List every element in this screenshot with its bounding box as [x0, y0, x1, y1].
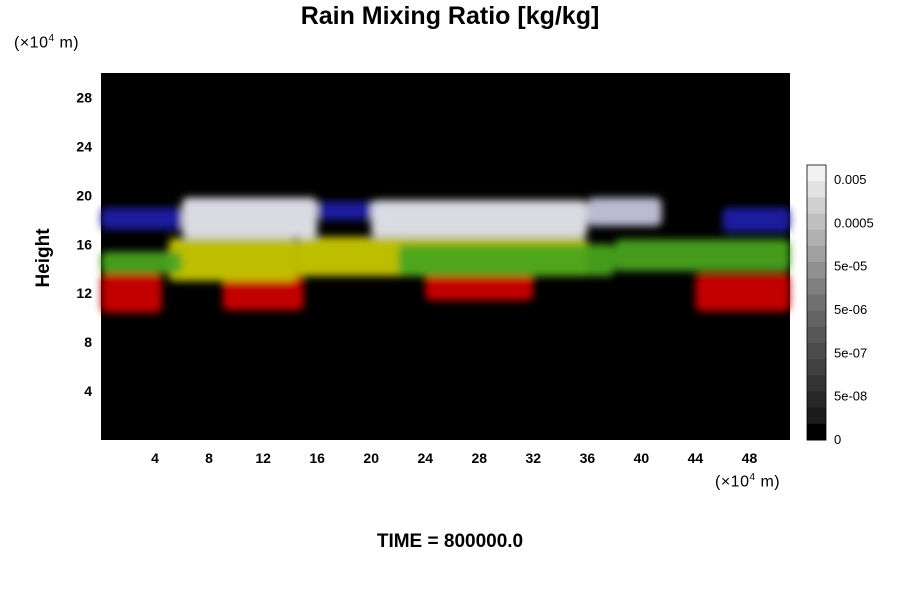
x-tick-label: 16 [309, 450, 325, 466]
field-cell-2-2 [614, 239, 790, 272]
field-cell-5-0 [587, 197, 662, 226]
field-cell-2-1 [398, 244, 615, 277]
colorbar-swatch [807, 391, 826, 409]
field-cell-1-0 [168, 238, 297, 281]
colorbar-swatch [807, 245, 826, 263]
colorbar-label: 0.0005 [834, 215, 874, 230]
colorbar-swatch [807, 229, 826, 247]
x-tick-label: 20 [363, 450, 379, 466]
colorbar-swatch [807, 181, 826, 198]
colorbar-swatch [807, 197, 826, 215]
colorbar-frame [806, 164, 827, 441]
y-axis-unit: (×104 m) [14, 33, 80, 52]
colorbar-swatch [807, 278, 826, 295]
colorbar-swatch [807, 294, 826, 312]
y-tick-label: 16 [76, 236, 92, 252]
colorbar-swatch [807, 262, 826, 279]
y-tick-label: 12 [76, 285, 92, 301]
x-tick-label: 28 [471, 450, 487, 466]
field-cell-2-0 [101, 251, 183, 274]
colorbar-swatch [807, 165, 826, 182]
x-tick-label: 32 [526, 450, 542, 466]
field-cell-0-1 [222, 273, 304, 311]
field-cell-3-0 [101, 207, 183, 230]
y-tick-label: 28 [76, 89, 92, 105]
colorbar-swatch [807, 375, 826, 392]
y-tick-label: 4 [84, 383, 92, 399]
x-tick-label: 4 [151, 450, 159, 466]
field-cell-3-2 [317, 201, 385, 220]
colorbar-label: 5e-05 [834, 259, 867, 274]
x-axis-unit: (×104 m) [715, 472, 781, 491]
colorbar-swatch [807, 423, 826, 441]
field-cell-0-3 [695, 273, 790, 312]
colorbar-label: 5e-06 [834, 302, 867, 317]
chart-title: Rain Mixing Ratio [kg/kg] [300, 2, 600, 30]
colorbar: 0.005 0.0005 5e-05 5e-06 5e-07 5e-08 0 [806, 164, 874, 447]
colorbar-label: 5e-08 [834, 389, 867, 404]
colorbar-swatch [807, 326, 826, 344]
field-cell-4-1 [371, 200, 588, 237]
colorbar-swatch [807, 342, 826, 360]
x-tick-label: 40 [634, 450, 650, 466]
y-axis-label: Height [33, 228, 54, 288]
field-cell-4-0 [182, 197, 318, 239]
y-tick-label: 24 [76, 138, 92, 154]
colorbar-label: 0.005 [834, 172, 867, 187]
colorbar-swatch [807, 359, 826, 376]
field-cell-3-1 [722, 207, 790, 233]
plot-area [101, 73, 790, 440]
colorbar-label: 0 [834, 432, 841, 447]
time-label: TIME = 800000.0 [376, 531, 524, 552]
x-tick-label: 8 [205, 450, 213, 466]
field-cell-0-0 [101, 273, 162, 313]
colorbar-label: 5e-07 [834, 345, 867, 360]
colorbar-swatch [807, 213, 826, 231]
field-cell-0-2 [425, 273, 534, 301]
x-tick-label: 36 [580, 450, 596, 466]
x-tick-label: 44 [688, 450, 704, 466]
y-tick-label: 20 [76, 187, 92, 203]
colorbar-swatch [807, 407, 826, 425]
rain-field [101, 197, 790, 313]
x-tick-label: 12 [255, 450, 271, 466]
colorbar-swatch [807, 310, 826, 328]
x-tick-label: 48 [742, 450, 758, 466]
y-tick-label: 8 [84, 334, 92, 350]
x-tick-label: 24 [417, 450, 433, 466]
